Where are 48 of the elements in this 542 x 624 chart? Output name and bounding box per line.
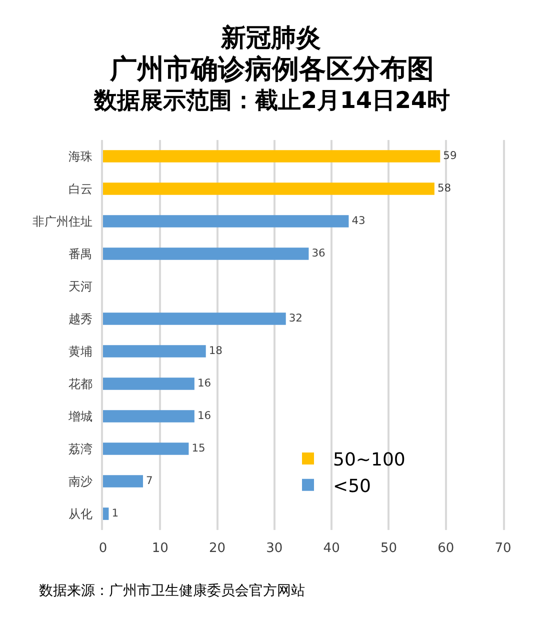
y-tick-label: 越秀 [68,312,93,326]
legend-label: <50 [333,476,371,497]
source-note: 数据来源：广州市卫生健康委员会官方网站 [39,583,305,599]
x-tick-label: 60 [438,541,454,556]
data-label: 15 [192,442,206,455]
y-tick-label: 南沙 [68,474,93,488]
data-label: 36 [312,246,326,260]
x-tick-label: 40 [323,541,340,556]
bar [103,248,309,260]
bar [103,378,194,390]
data-label: 7 [146,474,153,488]
y-tick-label: 荔湾 [68,442,93,456]
x-tick-label: 70 [494,541,512,556]
y-tick-label: 非广州住址 [32,214,93,228]
text: 数据展示范围：截止2月14日24时 [93,88,450,114]
x-tick-label: 20 [209,541,226,556]
bar [103,312,286,325]
x-tick-label: 50 [380,541,397,556]
y-tick-label: 花都 [68,376,93,391]
data-label: 59 [443,149,457,162]
y-tick-label: 白云 [68,182,93,196]
bar [103,150,440,162]
chart-title: 新冠肺炎 [220,22,321,52]
chart-subtitle: 广州市确诊病例各区分布图 [109,54,434,85]
bar [103,442,189,455]
bar [103,508,109,520]
data-label: 18 [208,344,223,358]
y-tick-label: 增城 [68,409,93,424]
y-tick-label: 黄埔 [68,344,93,358]
data-label: 1 [112,506,119,520]
x-tick-label: 30 [266,541,283,556]
y-tick-label: 海珠 [68,149,93,164]
x-tick-label: 10 [152,541,168,556]
bar [103,410,194,422]
data-label: 58 [437,182,452,195]
data-label: 43 [352,214,366,228]
data-label: 16 [197,409,212,422]
bar [103,345,206,358]
bar [103,475,143,488]
legend-label: 50~100 [333,450,406,471]
y-tick-label: 从化 [68,506,93,521]
y-tick-label: 番禺 [68,246,93,261]
data-label: 32 [288,312,302,325]
y-tick-label: 天河 [68,279,93,294]
x-tick-label: 0 [98,541,108,556]
bar [103,182,434,195]
bar [103,215,349,228]
data-label: 16 [197,376,212,390]
